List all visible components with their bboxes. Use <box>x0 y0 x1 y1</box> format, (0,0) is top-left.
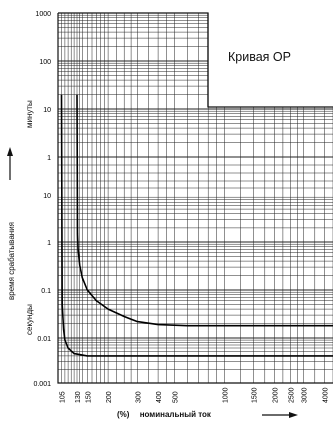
x-tick-label: 1500 <box>252 387 259 403</box>
y-tick-label: 10 <box>43 107 51 114</box>
y-tick-label: 100 <box>39 59 51 66</box>
x-tick-label: 130 <box>75 391 82 403</box>
x-tick-label: 105 <box>60 391 67 403</box>
x-tick-label: 3000 <box>302 387 309 403</box>
y-tick-label: 1 <box>47 155 51 162</box>
x-tick-label: 150 <box>85 391 92 403</box>
curve-series-1 <box>76 94 333 327</box>
x-tick-label: 300 <box>135 391 142 403</box>
chart-title: Кривая ОР <box>228 50 291 64</box>
y-tick-label: 0.01 <box>37 336 51 343</box>
x-axis-arrowhead <box>289 412 298 418</box>
curve-series-2 <box>60 94 333 357</box>
x-tick-label: 2000 <box>272 387 279 403</box>
y-tick-label: 1 <box>47 240 51 247</box>
y-tick-label: 10 <box>43 193 51 200</box>
x-tick-label: 2500 <box>289 387 296 403</box>
y-axis-arrowhead <box>7 147 13 156</box>
x-tick-label: 200 <box>106 391 113 403</box>
y-unit-seconds: секунды <box>25 304 34 335</box>
x-axis-label: (%) номинальный ток <box>117 410 211 419</box>
y-axis-label: время срабатывания <box>7 222 16 300</box>
y-axis-label-text: время срабатывания <box>7 221 16 300</box>
x-tick-label: 1000 <box>222 387 229 403</box>
x-tick-label: 400 <box>156 391 163 403</box>
x-tick-label: 500 <box>172 391 179 403</box>
y-tick-label: 0.1 <box>41 288 51 295</box>
x-tick-label: 4000 <box>323 387 330 403</box>
y-tick-label: 1000 <box>35 11 51 18</box>
y-unit-minutes: минуты <box>25 100 34 128</box>
x-axis-label-text: номинальный ток <box>139 410 211 419</box>
x-axis-unit: (%) <box>117 410 130 419</box>
y-tick-label: 0.001 <box>33 381 51 388</box>
